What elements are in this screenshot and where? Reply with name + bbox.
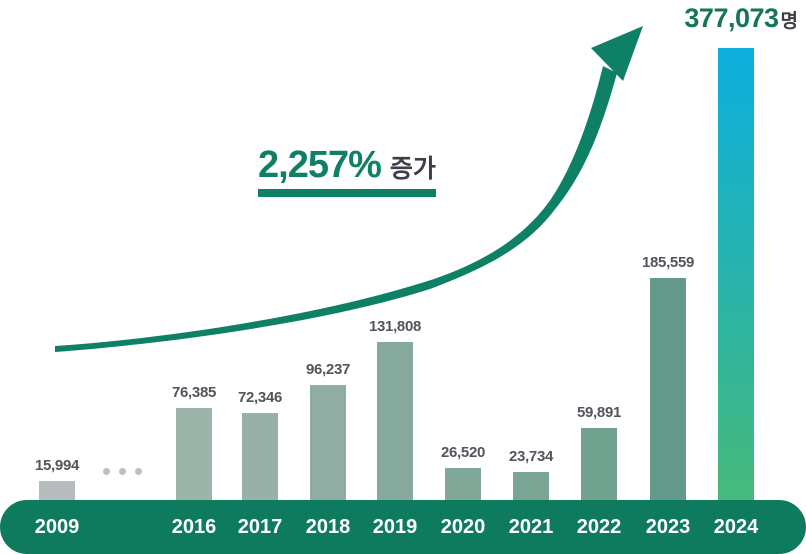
bar-2024 (718, 48, 754, 500)
bar-value-2017: 72,346 (237, 389, 283, 406)
axis-year-2017: 2017 (237, 516, 283, 538)
axis-year-2021: 2021 (508, 516, 554, 538)
axis-year-2019: 2019 (372, 516, 418, 538)
year-gap-ellipsis (103, 468, 142, 475)
bar-2016 (176, 408, 212, 500)
bar-value-2022: 59,891 (576, 404, 622, 421)
growth-annotation: 2,257% 증가 (258, 146, 436, 197)
axis-year-2022: 2022 (576, 516, 622, 538)
axis-year-2016: 2016 (171, 516, 217, 538)
ellipsis-dot (103, 468, 110, 475)
bar-value-2023: 185,559 (641, 254, 695, 271)
bar-2009 (39, 481, 75, 500)
bar-value-2009: 15,994 (34, 457, 80, 474)
axis-year-2024: 2024 (713, 516, 759, 538)
bar-2020 (445, 468, 481, 500)
bar-2017 (242, 413, 278, 500)
highlight-number: 377,073 (684, 3, 779, 33)
growth-curve (55, 66, 617, 352)
bar-value-2020: 26,520 (440, 444, 486, 461)
highlight-unit: 명 (780, 11, 798, 32)
bar-value-2021: 23,734 (508, 448, 554, 465)
bar-2021 (513, 472, 549, 500)
axis-year-2009: 2009 (34, 516, 80, 538)
bar-value-2018: 96,237 (305, 361, 351, 378)
axis-year-2023: 2023 (645, 516, 691, 538)
x-axis-strip: 2009 2016 2017 2018 2019 2020 2021 2022 2023 2024 (0, 500, 806, 554)
bar-value-2016: 76,385 (171, 384, 217, 401)
ellipsis-dot (119, 468, 126, 475)
ellipsis-dot (135, 468, 142, 475)
bar-2023 (650, 278, 686, 500)
growth-percent-suffix: 증가 (389, 155, 436, 183)
axis-year-2018: 2018 (305, 516, 351, 538)
highlight-value-2024: 377,073 명 (684, 5, 798, 32)
bar-2019 (377, 342, 413, 500)
bar-value-2019: 131,808 (368, 318, 422, 335)
bar-2022 (581, 428, 617, 500)
bar-2018 (310, 385, 346, 500)
arrow-head-icon (591, 26, 643, 81)
growth-percent: 2,257% (258, 144, 382, 186)
annotation-underline (258, 189, 436, 197)
axis-year-2020: 2020 (440, 516, 486, 538)
